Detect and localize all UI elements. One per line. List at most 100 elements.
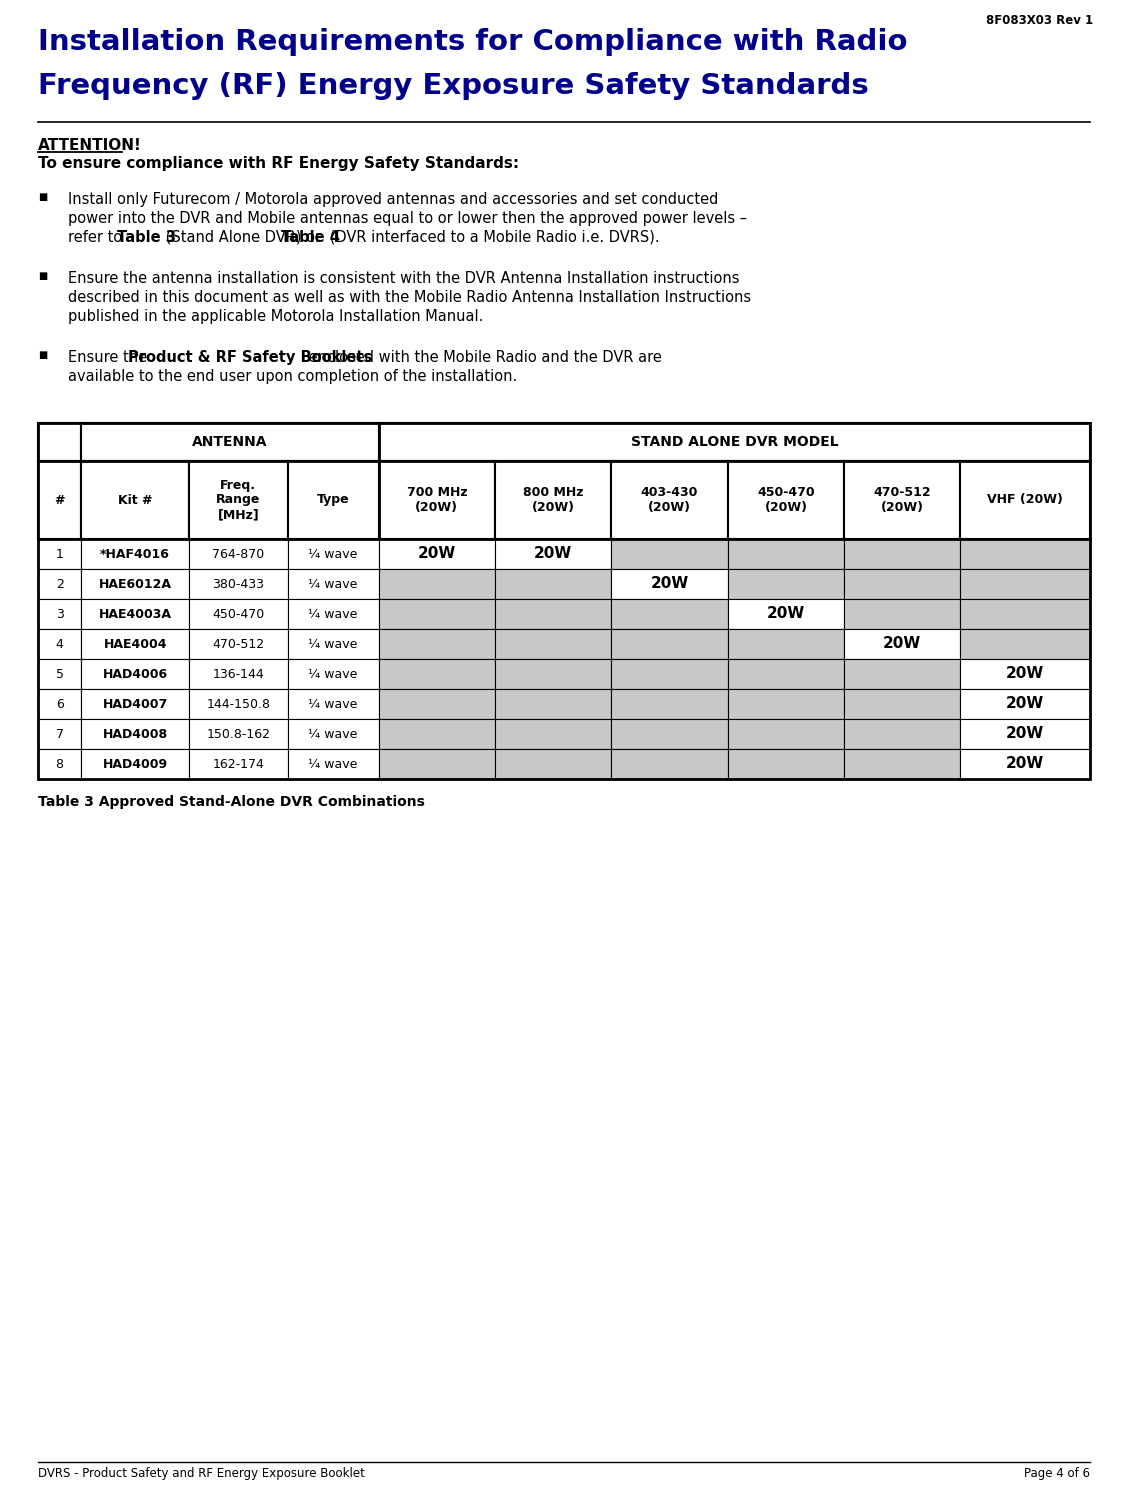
Bar xyxy=(38,423,81,460)
Text: HAD4008: HAD4008 xyxy=(102,728,167,740)
Text: 2: 2 xyxy=(56,577,64,591)
Text: 4: 4 xyxy=(56,637,64,650)
Bar xyxy=(81,540,189,570)
Text: 20W: 20W xyxy=(1006,756,1044,771)
Bar xyxy=(844,749,960,779)
Bar xyxy=(189,460,287,540)
Bar xyxy=(38,540,81,570)
Bar xyxy=(611,629,728,659)
Text: Install only Futurecom / Motorola approved antennas and accessories and set cond: Install only Futurecom / Motorola approv… xyxy=(69,191,719,206)
Bar xyxy=(844,570,960,599)
Text: 20W: 20W xyxy=(1006,727,1044,742)
Bar xyxy=(960,540,1090,570)
Bar xyxy=(495,749,611,779)
Text: 8F083X03 Rev 1: 8F083X03 Rev 1 xyxy=(986,13,1093,27)
Text: 403-430
(20W): 403-430 (20W) xyxy=(641,486,699,514)
Bar xyxy=(378,423,1090,460)
Bar xyxy=(378,749,495,779)
Bar xyxy=(728,749,844,779)
Text: Table 4: Table 4 xyxy=(282,230,340,245)
Bar xyxy=(495,460,611,540)
Bar xyxy=(728,570,844,599)
Text: described in this document as well as with the Mobile Radio Antenna Installation: described in this document as well as wi… xyxy=(69,290,751,305)
Bar xyxy=(287,599,378,629)
Text: DVRS - Product Safety and RF Energy Exposure Booklet: DVRS - Product Safety and RF Energy Expo… xyxy=(38,1467,365,1480)
Bar xyxy=(38,423,1090,779)
Bar xyxy=(611,659,728,689)
Text: 20W: 20W xyxy=(883,637,921,652)
Text: Table 3: Table 3 xyxy=(117,230,176,245)
Text: Frequency (RF) Energy Exposure Safety Standards: Frequency (RF) Energy Exposure Safety St… xyxy=(38,72,869,100)
Bar xyxy=(960,599,1090,629)
Text: ■: ■ xyxy=(38,271,47,281)
Bar xyxy=(960,629,1090,659)
Bar xyxy=(38,659,81,689)
Text: available to the end user upon completion of the installation.: available to the end user upon completio… xyxy=(69,369,518,384)
Bar xyxy=(728,689,844,719)
Bar xyxy=(728,719,844,749)
Bar xyxy=(81,570,189,599)
Bar xyxy=(38,570,81,599)
Bar xyxy=(81,659,189,689)
Text: 150.8-162: 150.8-162 xyxy=(207,728,271,740)
Bar xyxy=(611,599,728,629)
Text: Freq.
Range
[MHz]: Freq. Range [MHz] xyxy=(216,478,261,522)
Text: 20W: 20W xyxy=(650,577,688,592)
Text: HAE4003A: HAE4003A xyxy=(99,607,172,620)
Bar xyxy=(844,719,960,749)
Text: 20W: 20W xyxy=(1006,697,1044,712)
Bar xyxy=(495,629,611,659)
Text: 380-433: 380-433 xyxy=(212,577,264,591)
Bar xyxy=(378,599,495,629)
Bar xyxy=(844,689,960,719)
Text: HAD4007: HAD4007 xyxy=(102,698,167,710)
Text: Ensure the antenna installation is consistent with the DVR Antenna Installation : Ensure the antenna installation is consi… xyxy=(69,271,740,286)
Text: To ensure compliance with RF Energy Safety Standards:: To ensure compliance with RF Energy Safe… xyxy=(38,155,519,170)
Bar xyxy=(495,599,611,629)
Text: #: # xyxy=(54,493,65,507)
Bar xyxy=(728,540,844,570)
Bar xyxy=(378,719,495,749)
Text: 700 MHz
(20W): 700 MHz (20W) xyxy=(407,486,467,514)
Bar xyxy=(611,460,728,540)
Bar xyxy=(844,599,960,629)
Text: 764-870: 764-870 xyxy=(212,547,264,561)
Text: enclosed with the Mobile Radio and the DVR are: enclosed with the Mobile Radio and the D… xyxy=(304,350,663,365)
Text: HAE6012A: HAE6012A xyxy=(99,577,172,591)
Bar xyxy=(189,629,287,659)
Text: ¼ wave: ¼ wave xyxy=(309,577,358,591)
Bar xyxy=(960,749,1090,779)
Text: 800 MHz
(20W): 800 MHz (20W) xyxy=(523,486,584,514)
Bar xyxy=(728,460,844,540)
Text: published in the applicable Motorola Installation Manual.: published in the applicable Motorola Ins… xyxy=(69,309,483,324)
Text: 162-174: 162-174 xyxy=(212,758,264,770)
Bar xyxy=(81,629,189,659)
Bar xyxy=(844,659,960,689)
Bar xyxy=(611,540,728,570)
Bar xyxy=(38,629,81,659)
Bar xyxy=(81,460,189,540)
Bar xyxy=(81,719,189,749)
Bar xyxy=(189,719,287,749)
Bar xyxy=(844,460,960,540)
Text: 144-150.8: 144-150.8 xyxy=(207,698,271,710)
Text: 1: 1 xyxy=(56,547,64,561)
Bar xyxy=(81,689,189,719)
Bar xyxy=(960,659,1090,689)
Text: ¼ wave: ¼ wave xyxy=(309,547,358,561)
Bar xyxy=(189,749,287,779)
Bar xyxy=(611,570,728,599)
Bar xyxy=(38,749,81,779)
Text: ¼ wave: ¼ wave xyxy=(309,728,358,740)
Bar xyxy=(611,689,728,719)
Text: 136-144: 136-144 xyxy=(212,667,264,680)
Bar xyxy=(287,749,378,779)
Text: 450-470
(20W): 450-470 (20W) xyxy=(757,486,814,514)
Bar xyxy=(844,629,960,659)
Bar xyxy=(189,689,287,719)
Text: HAD4006: HAD4006 xyxy=(102,667,167,680)
Bar xyxy=(38,689,81,719)
Text: Product & RF Safety Booklets: Product & RF Safety Booklets xyxy=(128,350,373,365)
Text: HAD4009: HAD4009 xyxy=(102,758,167,770)
Bar xyxy=(81,599,189,629)
